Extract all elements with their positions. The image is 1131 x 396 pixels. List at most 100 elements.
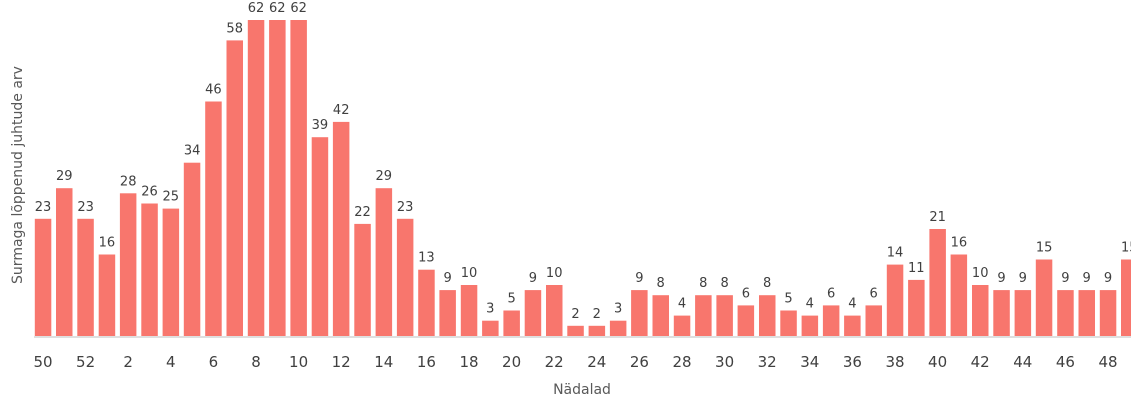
bar-week-46 [1057,290,1074,336]
bar-week-47 [1078,290,1095,336]
bar-week-17 [439,290,456,336]
x-tick-label-8: 8 [251,353,261,371]
data-label-week-23: 2 [571,307,579,322]
data-label-week-30: 8 [720,276,728,291]
bar-week-43 [993,290,1010,336]
x-tick-label-18: 18 [459,353,478,371]
x-tick-label-30: 30 [715,353,734,371]
bar-week-28 [673,315,691,336]
data-label-week-43: 9 [997,271,1005,286]
data-label-week-4: 25 [163,190,180,205]
data-label-week-39: 11 [908,261,925,276]
bars-group [34,20,1131,337]
data-label-week-10: 62 [290,1,307,16]
data-label-week-6: 46 [205,83,222,98]
data-label-week-37: 6 [870,286,878,301]
data-label-week-47: 9 [1083,271,1091,286]
bar-week-20 [503,310,520,336]
data-label-week-38: 14 [887,246,904,261]
bar-week-7 [226,40,243,337]
data-label-week-11: 39 [312,118,329,133]
data-label-week-1: 16 [99,236,116,251]
data-label-week-50: 23 [35,200,52,215]
x-tick-label-22: 22 [545,353,564,371]
bar-week-16 [418,269,435,336]
data-label-week-32: 8 [763,276,771,291]
bar-week-31 [737,305,755,336]
bar-week-6 [205,101,222,336]
data-label-week-3: 26 [141,185,158,200]
bar-week-11 [311,137,329,336]
data-label-week-14: 29 [376,169,393,184]
x-tick-label-28: 28 [672,353,691,371]
x-tick-label-34: 34 [800,353,819,371]
bar-week-24 [588,325,606,336]
bar-week-42 [972,285,989,336]
bar-week-30 [716,295,733,336]
x-tick-label-24: 24 [587,353,606,371]
data-label-week-12: 42 [333,103,350,118]
bar-week-12 [332,121,350,337]
bar-week-45 [1035,259,1053,336]
x-axis-title: Nädalad [553,382,611,396]
bar-week-2 [119,193,137,336]
data-label-week-22: 10 [546,266,563,281]
data-label-week-17: 9 [444,271,452,286]
data-label-week-8: 62 [248,1,265,16]
bar-week-50 [34,218,52,336]
x-tick-label-12: 12 [332,353,351,371]
data-label-week-18: 10 [461,266,478,281]
bar-week-33 [780,310,797,336]
data-label-week-29: 8 [699,276,707,291]
bar-week-48 [1099,290,1117,336]
data-label-week-42: 10 [972,266,989,281]
bar-week-40 [929,229,946,336]
x-tick-label-42: 42 [971,353,990,371]
bar-week-21 [524,290,542,336]
data-label-week-20: 5 [507,292,515,307]
bar-week-51 [56,188,73,336]
x-tick-label-50: 50 [33,353,52,371]
bar-week-32 [759,295,776,336]
data-label-week-41: 16 [951,236,968,251]
bar-week-3 [141,203,158,336]
bar-week-23 [567,325,584,336]
x-tick-label-26: 26 [630,353,649,371]
bar-week-35 [822,305,840,336]
data-label-week-5: 34 [184,144,201,159]
data-label-week-19: 3 [486,302,494,317]
data-label-week-51: 29 [56,169,73,184]
x-tick-label-32: 32 [758,353,777,371]
data-label-week-45: 15 [1036,241,1053,256]
data-label-week-27: 8 [657,276,665,291]
x-tick-label-2: 2 [123,353,133,371]
data-label-week-9: 62 [269,1,286,16]
bar-week-8 [247,20,265,336]
data-label-week-34: 4 [806,297,814,312]
bar-week-25 [609,320,627,336]
data-label-week-25: 3 [614,302,622,317]
bar-week-44 [1014,290,1032,336]
data-label-week-13: 22 [354,205,371,220]
y-axis-title: Surmaga lõppenud juhtude arv [10,66,26,284]
x-tick-label-44: 44 [1013,353,1032,371]
bar-week-38 [886,264,904,336]
data-label-week-46: 9 [1061,271,1069,286]
x-tick-label-40: 40 [928,353,947,371]
bar-week-18 [460,285,478,336]
data-label-week-40: 21 [929,210,946,225]
data-label-week-15: 23 [397,200,414,215]
bar-week-27 [652,295,669,336]
x-tick-label-10: 10 [289,353,308,371]
bar-week-34 [801,315,819,336]
bar-week-10 [290,20,307,336]
bar-week-1 [98,254,116,336]
x-tick-label-16: 16 [417,353,436,371]
data-label-week-48: 9 [1104,271,1112,286]
bar-week-14 [375,188,393,336]
bar-week-22 [546,285,563,336]
bar-week-19 [482,320,499,336]
data-label-week-21: 9 [529,271,537,286]
bar-week-26 [631,290,648,336]
